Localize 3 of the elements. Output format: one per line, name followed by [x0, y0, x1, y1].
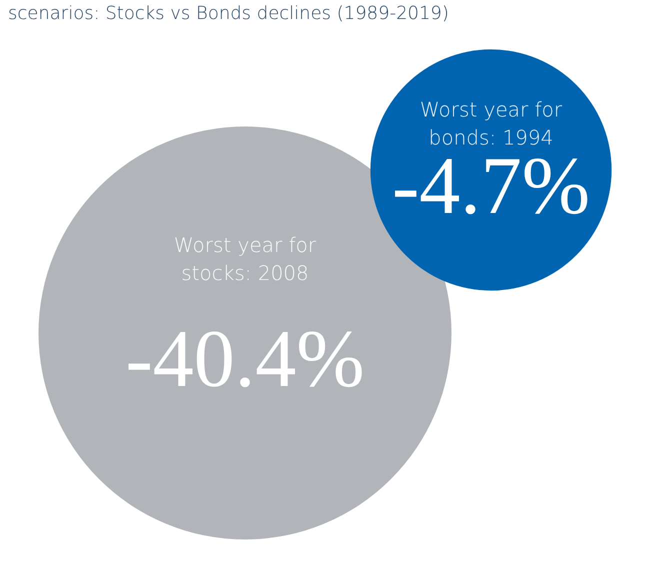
data-label: -40.4%	[125, 312, 365, 404]
category-label: Worst year for stocks: 2008	[174, 233, 317, 286]
text: scenarios: Stocks vs Bonds declines (1989-2019)	[8, 3, 449, 24]
